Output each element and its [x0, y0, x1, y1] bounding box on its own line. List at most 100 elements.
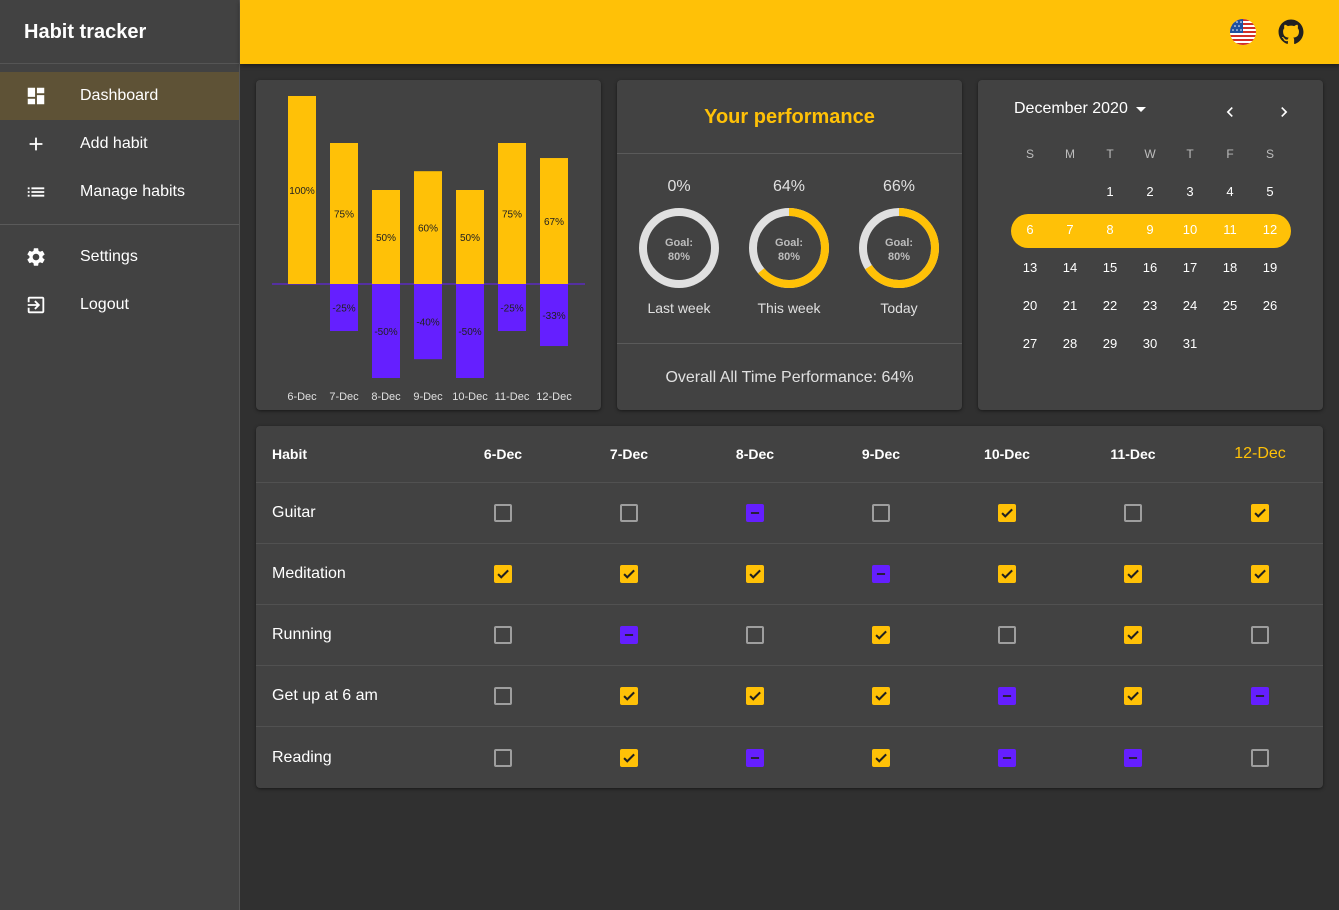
bar-positive — [456, 190, 484, 284]
calendar-day[interactable]: 5 — [1266, 184, 1274, 199]
calendar-weekday: S — [1025, 147, 1034, 161]
calendar-day[interactable]: 19 — [1262, 260, 1278, 275]
list-icon — [24, 180, 48, 204]
habit-checkbox[interactable] — [872, 748, 890, 767]
calendar-day[interactable]: 27 — [1022, 336, 1038, 351]
habit-checkbox[interactable] — [746, 748, 764, 767]
habit-checkbox[interactable] — [1251, 504, 1269, 522]
minus-icon — [1002, 756, 1012, 759]
habit-checkbox[interactable] — [872, 504, 890, 522]
habit-name: Reading — [272, 748, 332, 766]
nav-item-add-habit[interactable]: Add habit — [0, 120, 239, 168]
nav-item-dashboard[interactable]: Dashboard — [0, 72, 239, 120]
calendar-day[interactable]: 16 — [1142, 260, 1158, 275]
habit-checkbox[interactable] — [746, 565, 764, 583]
calendar-day[interactable]: 23 — [1142, 298, 1158, 313]
ring-value: 64% — [772, 178, 806, 195]
habit-checkbox[interactable] — [872, 626, 890, 644]
habit-checkbox[interactable] — [872, 565, 890, 583]
habit-checkbox[interactable] — [998, 504, 1016, 522]
calendar-day[interactable]: 10 — [1182, 222, 1198, 237]
habit-checkbox[interactable] — [1124, 565, 1142, 583]
habit-checkbox[interactable] — [494, 626, 512, 644]
nav-item-manage-habits[interactable]: Manage habits — [0, 168, 239, 216]
habit-checkbox[interactable] — [494, 748, 512, 767]
nav-item-logout[interactable]: Logout — [0, 281, 239, 329]
table-row: Running — [256, 605, 1323, 666]
habit-checkbox[interactable] — [998, 687, 1016, 705]
performance-ring: 64% Goal: 80% This week — [734, 178, 844, 316]
calendar-day[interactable]: 26 — [1262, 298, 1278, 313]
habit-checkbox[interactable] — [872, 687, 890, 705]
calendar-day[interactable]: 18 — [1222, 260, 1238, 275]
calendar-day[interactable]: 31 — [1182, 336, 1198, 351]
calendar-day[interactable]: 24 — [1182, 298, 1198, 313]
habit-checkbox[interactable] — [1124, 687, 1142, 705]
habit-day-cell — [574, 483, 684, 543]
calendar-day[interactable]: 22 — [1102, 298, 1118, 313]
habit-checkbox[interactable] — [1251, 687, 1269, 705]
us-flag-icon[interactable] — [1230, 19, 1256, 45]
nav-item-label: Add habit — [80, 135, 148, 152]
calendar-day[interactable]: 11 — [1223, 222, 1237, 237]
calendar-day[interactable]: 20 — [1022, 298, 1038, 313]
minus-icon — [750, 512, 760, 514]
habit-checkbox[interactable] — [1124, 748, 1142, 767]
calendar-day[interactable]: 3 — [1186, 184, 1194, 199]
calendar-day[interactable]: 15 — [1102, 260, 1118, 275]
habit-checkbox[interactable] — [746, 504, 764, 522]
habit-checkbox[interactable] — [998, 565, 1016, 583]
calendar-day[interactable]: 29 — [1102, 336, 1118, 351]
previous-month-button[interactable] — [1216, 98, 1244, 126]
habit-checkbox[interactable] — [1124, 626, 1142, 644]
habit-checkbox[interactable] — [620, 504, 638, 522]
calendar-day[interactable]: 6 — [1026, 222, 1034, 237]
calendar-day[interactable]: 1 — [1106, 184, 1114, 199]
habit-checkbox[interactable] — [494, 565, 512, 583]
calendar-day[interactable]: 9 — [1146, 222, 1154, 237]
minus-icon — [1002, 695, 1012, 697]
bar-negative — [498, 284, 526, 331]
calendar-day[interactable]: 28 — [1062, 336, 1078, 351]
next-month-button[interactable] — [1270, 98, 1298, 126]
calendar-day[interactable]: 12 — [1262, 222, 1278, 237]
column-header-date: 9-Dec — [861, 446, 901, 462]
calendar-day[interactable]: 21 — [1062, 298, 1078, 313]
bar-label-negative: -40% — [416, 318, 439, 329]
habit-day-cell — [574, 605, 684, 665]
ring-progress — [859, 208, 939, 288]
calendar-card: December 2020 S M T W T F S 1 2 3 4 5 6 7 8 9 10 11 12 13 14… — [978, 80, 1323, 410]
x-tick-label: 7-Dec — [329, 391, 359, 403]
habit-checkbox[interactable] — [620, 565, 638, 583]
check-icon — [1127, 569, 1139, 579]
habit-checkbox[interactable] — [998, 626, 1016, 644]
habit-checkbox[interactable] — [1251, 565, 1269, 583]
calendar-day[interactable]: 4 — [1226, 184, 1234, 199]
habit-checkbox[interactable] — [494, 687, 512, 705]
habit-checkbox[interactable] — [620, 626, 638, 644]
habit-checkbox[interactable] — [746, 626, 764, 644]
calendar-day[interactable]: 7 — [1066, 222, 1074, 237]
habit-checkbox[interactable] — [620, 748, 638, 767]
ring-value: 66% — [882, 178, 916, 195]
caret-down-icon — [1135, 106, 1146, 112]
github-icon[interactable] — [1278, 19, 1304, 45]
calendar-month-selector[interactable]: December 2020 — [1014, 100, 1146, 118]
habit-checkbox[interactable] — [1124, 504, 1142, 522]
calendar-day[interactable]: 14 — [1062, 260, 1078, 275]
calendar-day[interactable]: 2 — [1146, 184, 1154, 199]
calendar-day[interactable]: 8 — [1106, 222, 1114, 237]
bar-label-positive: 60% — [418, 224, 438, 235]
calendar-day[interactable]: 30 — [1142, 336, 1158, 351]
habit-checkbox[interactable] — [1251, 626, 1269, 644]
calendar-day[interactable]: 13 — [1022, 260, 1038, 275]
calendar-day[interactable]: 25 — [1222, 298, 1238, 313]
nav-item-settings[interactable]: Settings — [0, 233, 239, 281]
habit-checkbox[interactable] — [494, 504, 512, 522]
column-header-date: 6-Dec — [483, 446, 523, 462]
habit-checkbox[interactable] — [746, 687, 764, 705]
habit-checkbox[interactable] — [1251, 748, 1269, 767]
habit-checkbox[interactable] — [998, 748, 1016, 767]
habit-checkbox[interactable] — [620, 687, 638, 705]
calendar-day[interactable]: 17 — [1182, 260, 1198, 275]
